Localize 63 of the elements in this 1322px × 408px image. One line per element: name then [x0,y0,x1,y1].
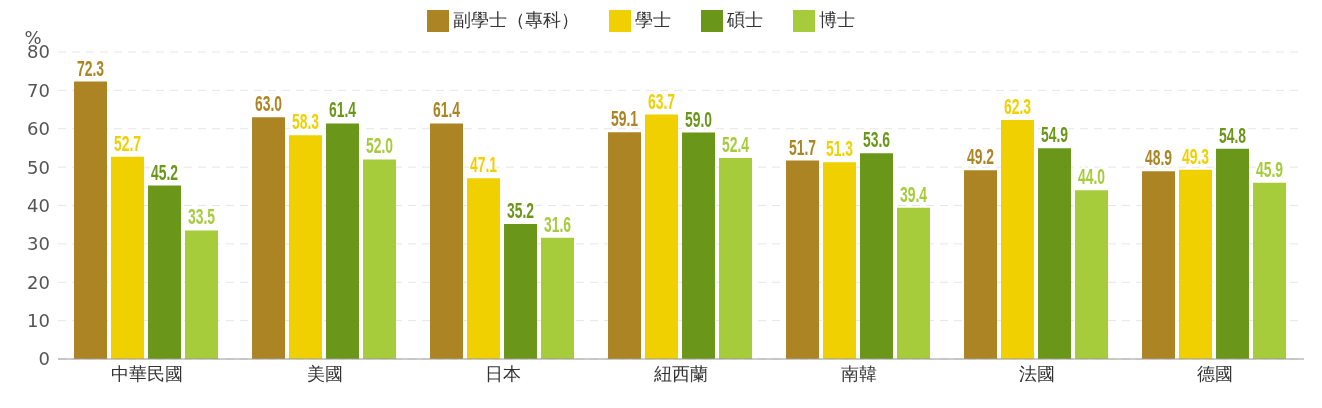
bar [504,223,538,359]
x-tick-label: 南韓 [841,362,877,384]
x-tick-label: 德國 [1197,362,1233,384]
bar [289,135,323,359]
legend-label: 副學士（專科） [453,9,579,30]
y-tick-label: 50 [27,156,50,178]
bar [148,185,182,359]
bar [823,162,857,359]
y-tick-label: 30 [27,233,50,255]
bar [1216,148,1250,359]
data-label: 72.3 [77,55,120,81]
bar [608,132,642,359]
bar [1142,171,1176,359]
bar [1075,190,1109,359]
x-tick-label: 紐西蘭 [653,362,708,384]
bar [719,157,753,359]
legend-label: 博士 [819,9,855,30]
data-label: 62.3 [1004,93,1047,119]
y-tick-label: 40 [27,194,50,216]
data-label: 33.5 [188,204,231,230]
bar [541,237,575,359]
y-tick-label: 20 [27,271,50,293]
bar [786,160,820,359]
bar [897,207,931,359]
y-tick-label: 70 [27,79,50,101]
bar [860,153,894,359]
bar [1253,182,1287,359]
bar [645,114,679,359]
data-label: 61.4 [433,97,476,123]
bar [1038,148,1072,359]
y-tick-label: 0 [38,348,50,370]
data-label: 54.9 [1041,122,1084,148]
data-label: 52.0 [366,133,409,159]
bar [185,230,219,359]
legend-label: 碩士 [727,9,763,30]
data-label: 44.0 [1078,164,1121,190]
bar [430,123,464,359]
bar [74,81,108,359]
x-tick-label: 美國 [307,362,343,384]
data-label: 47.1 [470,152,513,178]
data-label: 39.4 [900,181,943,207]
data-label: 52.7 [114,130,157,156]
data-label: 45.9 [1256,156,1299,182]
bar [964,170,998,359]
x-tick-label: 法國 [1019,362,1055,384]
bar [467,178,501,359]
bar [363,159,397,359]
x-tick-label: 中華民國 [111,362,183,384]
bar [111,156,145,359]
data-label: 52.4 [722,131,765,157]
bar [1001,119,1035,359]
data-label: 49.2 [967,144,1010,170]
y-tick-label: 10 [27,310,50,332]
bar [682,132,716,359]
y-tick-label: 60 [27,118,50,140]
legend-label: 學士 [635,9,671,30]
bar [252,117,286,359]
data-label: 53.6 [863,127,906,153]
data-label: 59.0 [685,106,728,132]
data-label: 45.2 [151,159,194,185]
bar [326,123,360,359]
x-tick-label: 日本 [485,362,521,384]
bar [1179,169,1213,359]
